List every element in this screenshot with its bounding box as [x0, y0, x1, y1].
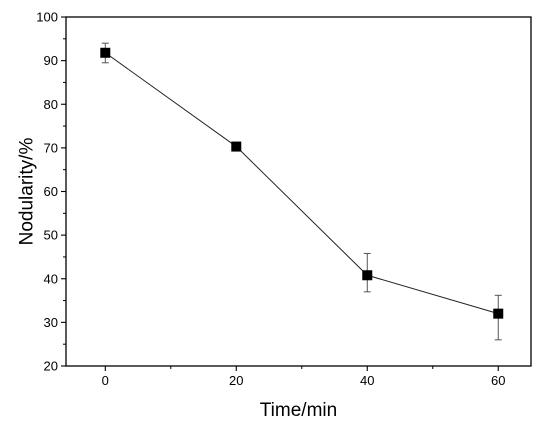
y-tick-label: 70 [44, 140, 58, 155]
x-axis-title: Time/min [260, 400, 337, 421]
y-tick-label: 30 [44, 315, 58, 330]
data-series [100, 42, 504, 341]
series-line [105, 52, 499, 315]
plot-frame [65, 16, 532, 367]
y-tick-label: 50 [44, 228, 58, 243]
y-tick-label: 40 [44, 271, 58, 286]
x-tick-label: 20 [229, 373, 243, 388]
y-tick-label: 80 [44, 97, 58, 112]
y-tick-label: 60 [44, 184, 58, 199]
plot-border [65, 16, 532, 367]
data-point [493, 308, 504, 319]
data-point [231, 141, 242, 152]
x-tick-label: 0 [102, 373, 109, 388]
x-tick-label: 40 [360, 373, 374, 388]
y-tick-label: 100 [36, 10, 58, 25]
y-tick-label: 20 [44, 359, 58, 374]
data-point [362, 270, 373, 281]
y-tick-label: 90 [44, 53, 58, 68]
y-axis-title: Nodularity/% [17, 138, 38, 246]
x-tick-label: 60 [491, 373, 505, 388]
data-point [100, 47, 111, 58]
axis-ticks: 20 30 40 50 60 70 80 90 100 0 20 40 60 [36, 10, 505, 389]
